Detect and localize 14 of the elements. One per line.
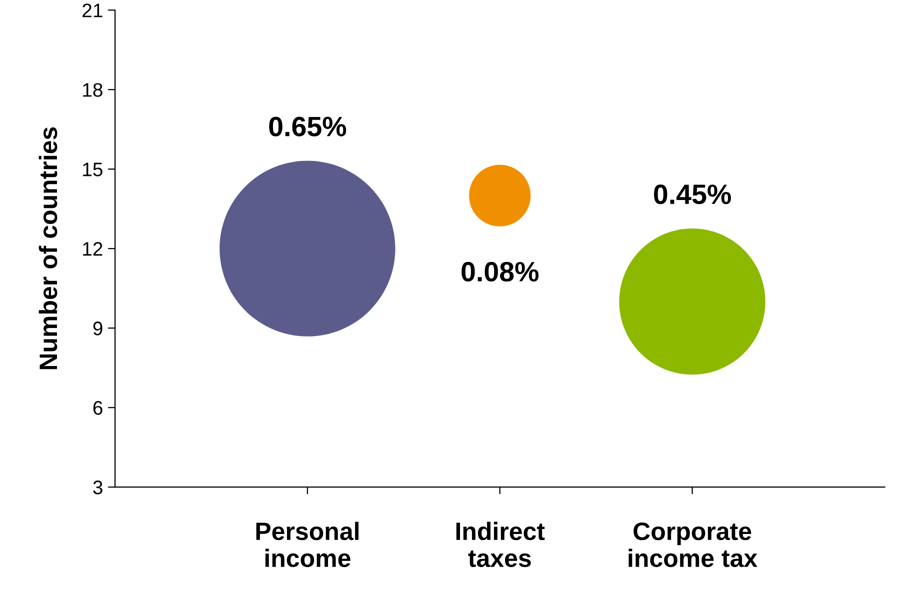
- x-tick-label: Indirect taxes: [456, 522, 545, 568]
- y-tick-label: 18: [83, 83, 102, 97]
- y-tick-label: 6: [93, 401, 102, 415]
- y-tick-label: 9: [93, 322, 102, 336]
- y-tick-label: 12: [83, 242, 102, 256]
- y-tick-label: 15: [83, 162, 102, 176]
- x-tick-label: Corporate income tax: [628, 522, 758, 568]
- y-tick-label: 3: [93, 480, 102, 494]
- annotation: 0.08%: [462, 262, 539, 282]
- y-axis-title: Number of countries: [38, 127, 58, 370]
- y-tick-label: 21: [82, 4, 102, 18]
- annotation: 0.45%: [654, 184, 731, 204]
- x-tick-label: Personal income: [256, 522, 358, 568]
- annotation: 0.65%: [269, 116, 346, 136]
